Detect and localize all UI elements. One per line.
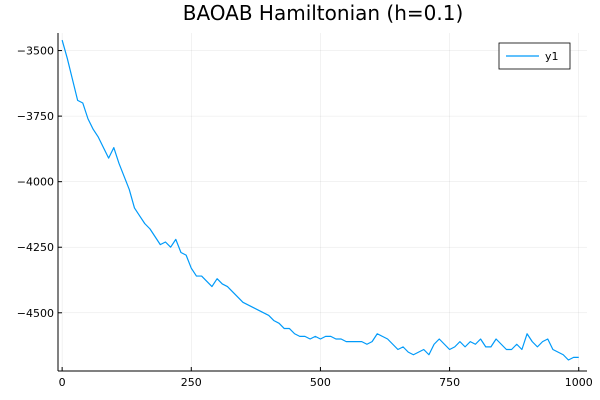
series-layer <box>61 39 579 361</box>
tick-labels: 0 250 500 750 1000 −3500 −3750 −4000 −4250 −4500 <box>17 45 593 389</box>
axes <box>57 33 587 372</box>
y-tick-label: −4250 <box>17 241 54 254</box>
y-tick-label: −3500 <box>17 45 54 58</box>
x-tick-label: 750 <box>439 376 460 389</box>
legend-label: y1 <box>545 50 559 63</box>
series-line-y1 <box>61 39 579 361</box>
x-tick-label: 1000 <box>565 376 593 389</box>
grid <box>58 33 587 371</box>
x-tick-label: 500 <box>310 376 331 389</box>
chart-title: BAOAB Hamiltonian (h=0.1) <box>183 1 464 25</box>
y-tick-label: −3750 <box>17 110 54 123</box>
y-tick-label: −4000 <box>17 176 54 189</box>
x-tick-label: 0 <box>59 376 66 389</box>
x-tick-label: 250 <box>181 376 202 389</box>
y-tick-label: −4500 <box>17 307 54 320</box>
legend: y1 <box>498 42 571 70</box>
